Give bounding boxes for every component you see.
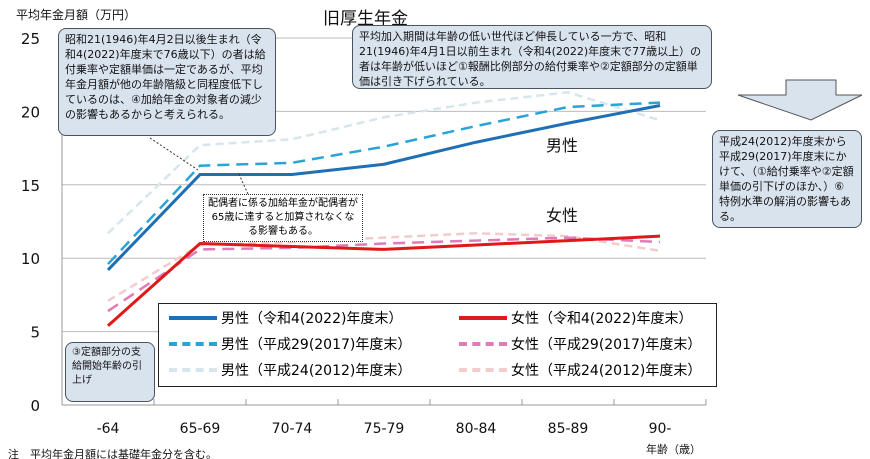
annotation-note-3: 配偶者に係る加給年金が配偶者が65歳に達すると加算されなくなる影響もある。 bbox=[203, 194, 363, 242]
y-tick-label: 5 bbox=[30, 324, 40, 342]
male-label: 男性 bbox=[546, 136, 579, 155]
y-tick-label: 0 bbox=[30, 397, 40, 415]
x-tick-label: 65-69 bbox=[180, 421, 221, 437]
y-tick-label: 15 bbox=[21, 177, 40, 195]
y-axis-label: 平均年金月額（万円） bbox=[16, 8, 137, 22]
chart-title: 旧厚生年金 bbox=[323, 9, 408, 29]
legend-swatch bbox=[169, 316, 217, 320]
x-tick-label: 80-84 bbox=[456, 421, 497, 437]
legend-swatch bbox=[459, 368, 507, 372]
leader-line bbox=[149, 137, 199, 171]
legend: 男性（令和4(2022)年度末） 女性（令和4(2022)年度末） 男性（平成29(… bbox=[158, 303, 717, 387]
legend-item: 男性（平成29(2017)年度末） bbox=[169, 334, 411, 354]
series-line bbox=[107, 91, 661, 235]
series-line bbox=[107, 234, 661, 327]
annotation-note-4: 平成24(2012)年度末から平成29(2017)年度末にかけて、（①給付乗率や… bbox=[712, 130, 862, 228]
legend-item: 女性（平成24(2012)年度末） bbox=[459, 360, 701, 380]
legend-label: 男性（平成24(2012)年度末） bbox=[221, 363, 412, 379]
legend-label: 女性（令和4(2022)年度末） bbox=[511, 311, 693, 327]
annotation-note-2: 平均加入期間は年齢の低い世代ほど伸長している一方で、昭和21(1946)年4月1… bbox=[352, 25, 712, 89]
legend-swatch bbox=[169, 368, 217, 372]
down-arrow-icon bbox=[737, 79, 863, 121]
series-line bbox=[106, 104, 661, 271]
x-tick-label: 70-74 bbox=[272, 421, 313, 437]
legend-item: 男性（平成24(2012)年度末） bbox=[169, 360, 411, 380]
series-line bbox=[107, 236, 661, 313]
female-label: 女性 bbox=[546, 206, 579, 225]
footnote: 注 平均年金月額には基礎年金分を含む。 bbox=[8, 448, 217, 459]
legend-label: 男性（令和4(2022)年度末） bbox=[221, 311, 403, 327]
y-tick-label: 10 bbox=[21, 250, 40, 268]
series-line bbox=[107, 101, 661, 265]
leader-line bbox=[237, 171, 249, 195]
annotation-note-1: 昭和21(1946)年4月2日以後生まれ（令和4(2022)年度末で76歳以下）… bbox=[58, 28, 276, 136]
y-tick-label: 25 bbox=[21, 30, 40, 48]
legend-swatch bbox=[169, 342, 217, 346]
x-tick-label: 85-89 bbox=[548, 421, 589, 437]
annotation-note-5: ③定額部分の支給開始年齢の引上げ bbox=[65, 342, 155, 402]
legend-swatch bbox=[459, 316, 507, 320]
y-tick-label: 20 bbox=[21, 103, 40, 121]
legend-swatch bbox=[459, 342, 507, 346]
legend-label: 男性（平成29(2017)年度末） bbox=[221, 337, 412, 353]
x-axis-label: 年齢（歳） bbox=[646, 443, 701, 456]
legend-label: 女性（平成29(2017)年度末） bbox=[511, 337, 702, 353]
legend-item: 女性（平成29(2017)年度末） bbox=[459, 334, 701, 354]
x-tick-label: -64 bbox=[97, 421, 120, 437]
x-tick-label: 90- bbox=[649, 421, 672, 437]
legend-label: 女性（平成24(2012)年度末） bbox=[511, 363, 702, 379]
legend-item: 男性（令和4(2022)年度末） bbox=[169, 308, 402, 328]
legend-item: 女性（令和4(2022)年度末） bbox=[459, 308, 692, 328]
x-tick-label: 75-79 bbox=[364, 421, 405, 437]
